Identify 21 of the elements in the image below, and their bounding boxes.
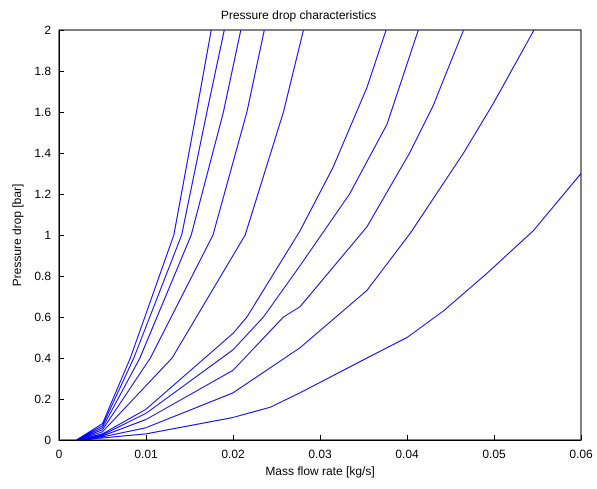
x-tick-label: 0.05 (482, 447, 506, 461)
x-tick-label: 0.01 (134, 447, 158, 461)
x-tick-label: 0.04 (395, 447, 419, 461)
chart-title: Pressure drop characteristics (220, 8, 376, 22)
x-tick-label: 0 (56, 447, 63, 461)
y-tick-label: 2 (44, 23, 52, 37)
x-axis-title: Mass flow rate [kg/s] (265, 464, 375, 478)
y-tick-label: 0 (44, 433, 52, 447)
x-tick-label: 0.03 (308, 447, 332, 461)
y-tick-label: 0.4 (34, 351, 52, 365)
y-axis-title: Pressure drop [bar] (10, 184, 24, 286)
y-tick-label: 1.2 (34, 187, 52, 201)
y-tick-label: 0.8 (34, 269, 52, 283)
x-tick-label: 0.02 (221, 447, 245, 461)
y-tick-label: 0.2 (34, 392, 52, 406)
y-tick-label: 1.6 (34, 105, 52, 119)
x-tick-label: 0.06 (569, 447, 593, 461)
y-tick-label: 1.4 (34, 146, 52, 160)
y-tick-label: 1.8 (34, 64, 52, 78)
y-tick-label: 0.6 (34, 310, 52, 324)
y-tick-label: 1 (44, 228, 52, 242)
